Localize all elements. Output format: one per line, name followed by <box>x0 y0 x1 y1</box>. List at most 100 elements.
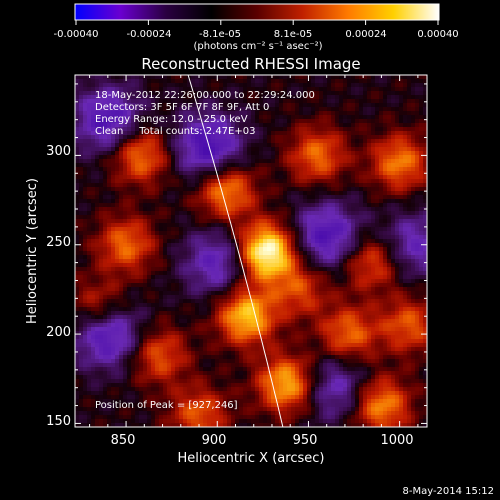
heatmap-cell <box>335 295 339 299</box>
heatmap-cell <box>187 259 191 263</box>
heatmap-cell <box>255 95 259 99</box>
heatmap-cell <box>299 107 303 111</box>
heatmap-cell <box>235 163 239 167</box>
heatmap-cell <box>303 275 307 279</box>
heatmap-cell <box>95 207 99 211</box>
heatmap-cell <box>407 79 411 83</box>
heatmap-cell <box>123 271 127 275</box>
heatmap-cell <box>223 123 227 127</box>
heatmap-cell <box>267 219 271 223</box>
heatmap-cell <box>183 155 187 159</box>
heatmap-cell <box>155 271 159 275</box>
heatmap-cell <box>415 255 419 259</box>
heatmap-cell <box>395 191 399 195</box>
heatmap-cell <box>187 239 191 243</box>
heatmap-cell <box>119 171 123 175</box>
heatmap-cell <box>271 271 275 275</box>
heatmap-cell <box>251 95 255 99</box>
heatmap-cell <box>163 155 167 159</box>
heatmap-cell <box>375 283 379 287</box>
heatmap-cell <box>419 139 423 143</box>
heatmap-cell <box>135 267 139 271</box>
heatmap-cell <box>267 191 271 195</box>
heatmap-cell <box>195 211 199 215</box>
heatmap-cell <box>111 119 115 123</box>
heatmap-cell <box>111 203 115 207</box>
heatmap-cell <box>343 163 347 167</box>
heatmap-cell <box>303 235 307 239</box>
heatmap-cell <box>323 267 327 271</box>
heatmap-cell <box>287 227 291 231</box>
heatmap-cell <box>231 271 235 275</box>
heatmap-cell <box>215 183 219 187</box>
heatmap-cell <box>187 251 191 255</box>
heatmap-cell <box>123 147 127 151</box>
heatmap-cell <box>319 215 323 219</box>
heatmap-cell <box>335 179 339 183</box>
heatmap-cell <box>351 203 355 207</box>
heatmap-cell <box>127 283 131 287</box>
heatmap-cell <box>239 127 243 131</box>
heatmap-cell <box>179 207 183 211</box>
heatmap-cell <box>339 207 343 211</box>
heatmap-cell <box>75 87 79 91</box>
heatmap-cell <box>275 79 279 83</box>
heatmap-cell <box>259 103 263 107</box>
heatmap-cell <box>127 267 131 271</box>
heatmap-cell <box>291 203 295 207</box>
heatmap-cell <box>347 295 351 299</box>
heatmap-cell <box>351 271 355 275</box>
heatmap-cell <box>291 279 295 283</box>
heatmap-cell <box>99 179 103 183</box>
heatmap-cell <box>163 111 167 115</box>
heatmap-cell <box>227 111 231 115</box>
heatmap-cell <box>311 215 315 219</box>
heatmap-cell <box>123 291 127 295</box>
heatmap-cell <box>87 175 91 179</box>
heatmap-cell <box>371 115 375 119</box>
heatmap-cell <box>359 235 363 239</box>
heatmap-cell <box>311 255 315 259</box>
heatmap-cell <box>147 95 151 99</box>
heatmap-cell <box>335 227 339 231</box>
heatmap-cell <box>267 211 271 215</box>
heatmap-cell <box>135 299 139 303</box>
heatmap-cell <box>279 259 283 263</box>
heatmap-cell <box>135 279 139 283</box>
heatmap-cell <box>159 131 163 135</box>
heatmap-cell <box>283 131 287 135</box>
heatmap-cell <box>219 223 223 227</box>
heatmap-cell <box>343 79 347 83</box>
heatmap-cell <box>335 251 339 255</box>
heatmap-cell <box>331 191 335 195</box>
heatmap-cell <box>91 295 95 299</box>
heatmap-cell <box>231 287 235 291</box>
heatmap-cell <box>391 135 395 139</box>
heatmap-cell <box>363 295 367 299</box>
heatmap-cell <box>199 259 203 263</box>
heatmap-cell <box>347 187 351 191</box>
heatmap-cell <box>215 299 219 303</box>
heatmap-cell <box>303 191 307 195</box>
heatmap-cell <box>331 195 335 199</box>
heatmap-cell <box>295 79 299 83</box>
heatmap-cell <box>123 167 127 171</box>
heatmap-cell <box>279 107 283 111</box>
heatmap-cell <box>131 291 135 295</box>
heatmap-cell <box>151 255 155 259</box>
heatmap-cell <box>163 103 167 107</box>
heatmap-cell <box>195 251 199 255</box>
heatmap-cell <box>275 275 279 279</box>
heatmap-cell <box>327 167 331 171</box>
heatmap-cell <box>151 247 155 251</box>
heatmap-cell <box>111 123 115 127</box>
heatmap-cell <box>311 171 315 175</box>
heatmap-cell <box>291 139 295 143</box>
heatmap-cell <box>83 283 87 287</box>
heatmap-cell <box>135 115 139 119</box>
heatmap-cell <box>123 75 127 79</box>
heatmap-cell <box>179 115 183 119</box>
heatmap-cell <box>179 83 183 87</box>
heatmap-cell <box>95 283 99 287</box>
heatmap-cell <box>283 263 287 267</box>
